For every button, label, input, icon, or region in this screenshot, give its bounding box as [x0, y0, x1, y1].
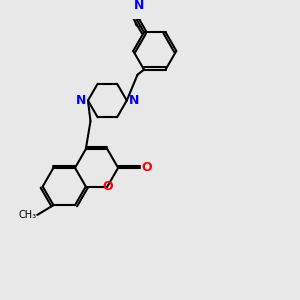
- Text: O: O: [102, 180, 113, 193]
- Text: N: N: [76, 94, 86, 107]
- Text: N: N: [134, 0, 145, 12]
- Text: CH₃: CH₃: [18, 210, 36, 220]
- Text: O: O: [142, 161, 152, 174]
- Text: N: N: [129, 94, 139, 107]
- Text: C: C: [134, 19, 141, 28]
